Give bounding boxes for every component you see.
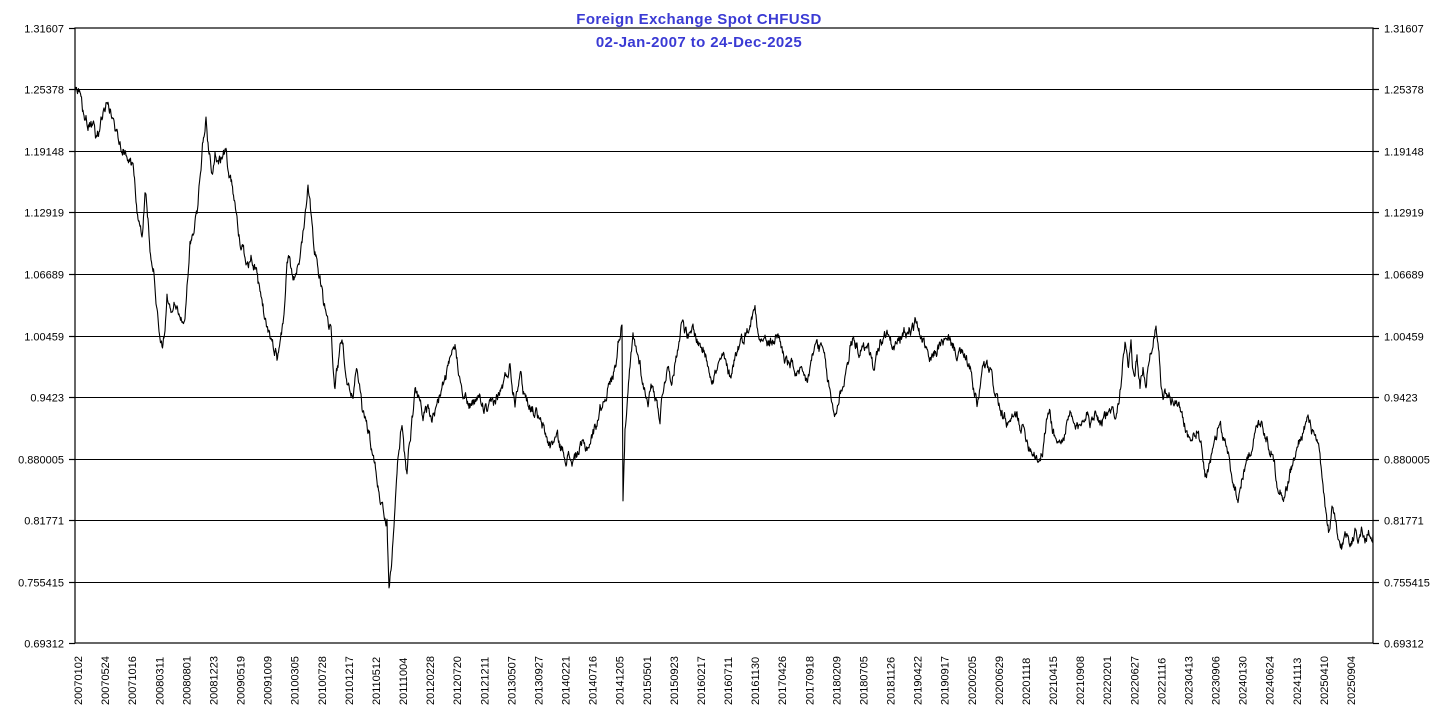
x-axis-tick-label: 20101217 <box>344 656 356 705</box>
x-axis-tick-label: 20150501 <box>642 656 654 705</box>
y-axis-tick-label: 1.19148 <box>1384 147 1424 159</box>
x-axis-tick-label: 20080311 <box>154 657 166 705</box>
y-axis-tick-label: 1.12919 <box>24 208 64 220</box>
y-axis-tick-label: 0.755415 <box>18 578 64 590</box>
y-axis-tick-label: 0.69312 <box>1384 639 1424 651</box>
x-axis-tick-label: 20200629 <box>994 656 1006 705</box>
x-axis-tick-label: 20070524 <box>100 656 112 705</box>
x-axis-tick-label: 20120228 <box>425 656 437 705</box>
x-axis-tick-label: 20141205 <box>615 656 627 705</box>
chart-subtitle: 02-Jan-2007 to 24-Dec-2025 <box>595 34 803 51</box>
x-axis-tick-label: 20180705 <box>859 656 871 705</box>
series-line-chfusd <box>75 86 1373 589</box>
x-axis-labels: 20070102 20070524 20071016 20080311 20080801… <box>73 656 1358 705</box>
series-group <box>75 86 1373 589</box>
y-axis-tick-label: 1.12919 <box>1384 208 1424 220</box>
y-axis-tick-label: 1.25378 <box>1384 85 1424 97</box>
y-axis-tick-label: 1.06689 <box>1384 270 1424 282</box>
x-axis-tick-label: 20091009 <box>263 656 275 705</box>
y-axis-tick-label: 1.00459 <box>24 332 64 344</box>
y-axis-tick-label: 0.69312 <box>24 639 64 651</box>
y-axis-tick-label: 1.31607 <box>24 24 64 36</box>
x-axis-tick-label: 20230413 <box>1184 656 1196 705</box>
x-axis-tick-label: 20100305 <box>290 656 302 705</box>
y-axis-tick-label: 1.00459 <box>1384 332 1424 344</box>
y-axis-tick-label: 0.9423 <box>30 393 64 405</box>
x-axis-tick-label: 20160711 <box>723 657 735 705</box>
x-axis-tick-label: 20210415 <box>1048 656 1060 705</box>
x-axis-tick-label: 20140221 <box>561 656 573 705</box>
y-axis-tick-label: 1.25378 <box>24 85 64 97</box>
x-axis-tick-label: 20250904 <box>1346 656 1358 705</box>
x-axis-tick-label: 20121211 <box>479 657 491 705</box>
y-axis-labels-left: 1.31607 1.25378 1.19148 1.12919 1.06689 1.004… <box>18 24 64 651</box>
x-axis-tick-label: 20190917 <box>940 656 952 705</box>
x-axis-tick-label: 20130927 <box>533 656 545 705</box>
x-axis-tick-label: 20240130 <box>1238 656 1250 705</box>
x-axis-tick-label: 20100728 <box>317 656 329 705</box>
x-axis-tick-label: 20140716 <box>588 656 600 705</box>
x-axis-tick-label: 20210908 <box>1075 656 1087 705</box>
x-axis-tick-label: 20070102 <box>73 656 85 705</box>
x-axis-tick-label: 20150923 <box>669 656 681 705</box>
y-axis-tick-label: 0.755415 <box>1384 578 1430 590</box>
x-axis-tick-label: 20230906 <box>1211 656 1223 705</box>
gridlines <box>75 89 1373 583</box>
x-axis-tick-label: 20181126 <box>886 657 898 705</box>
y-axis-tick-label: 0.880005 <box>18 455 64 467</box>
x-axis-tick-label: 20190422 <box>913 656 925 705</box>
y-axis-tick-label: 0.9423 <box>1384 393 1418 405</box>
y-axis-tick-label: 1.19148 <box>24 147 64 159</box>
x-axis-tick-label: 20221116 <box>1156 658 1168 705</box>
y-axis-labels-right: 1.31607 1.25378 1.19148 1.12919 1.06689 1.004… <box>1384 24 1430 651</box>
plot-frame <box>74 27 1374 644</box>
x-axis-tick-label: 20200205 <box>967 656 979 705</box>
x-axis-tick-label: 20160217 <box>696 656 708 705</box>
y-axis-tick-label: 0.81771 <box>24 516 64 528</box>
x-axis-tick-label: 20180209 <box>831 656 843 705</box>
x-axis-tick-label: 20240624 <box>1265 656 1277 705</box>
x-axis-tick-label: 20110512 <box>371 657 383 705</box>
y-axis-tick-label: 1.31607 <box>1384 24 1424 36</box>
y-axis-tick-label: 0.880005 <box>1384 455 1430 467</box>
x-axis-tick-label: 20170426 <box>777 656 789 705</box>
axis-tick-marks <box>69 27 1379 645</box>
chart-title: Foreign Exchange Spot CHFUSD <box>576 11 822 28</box>
x-axis-tick-label: 20120720 <box>452 656 464 705</box>
x-axis-tick-label: 20130507 <box>506 656 518 705</box>
x-axis-tick-label: 20220201 <box>1102 656 1114 705</box>
x-axis-tick-label: 20071016 <box>127 656 139 705</box>
x-axis-tick-label: 20170918 <box>804 656 816 705</box>
x-axis-tick-label: 20201118 <box>1021 658 1033 705</box>
x-axis-tick-label: 20241113 <box>1292 658 1304 705</box>
x-axis-tick-label: 20111004 <box>398 658 410 705</box>
x-axis-tick-label: 20081223 <box>208 656 220 705</box>
x-axis-tick-label: 20161130 <box>750 657 762 705</box>
x-axis-tick-label: 20080801 <box>181 656 193 705</box>
y-axis-tick-label: 0.81771 <box>1384 516 1424 528</box>
y-axis-tick-label: 1.06689 <box>24 270 64 282</box>
x-axis-tick-label: 20250410 <box>1319 656 1331 705</box>
x-axis-tick-label: 20090519 <box>236 656 248 705</box>
x-axis-tick-label: 20220627 <box>1129 656 1141 705</box>
